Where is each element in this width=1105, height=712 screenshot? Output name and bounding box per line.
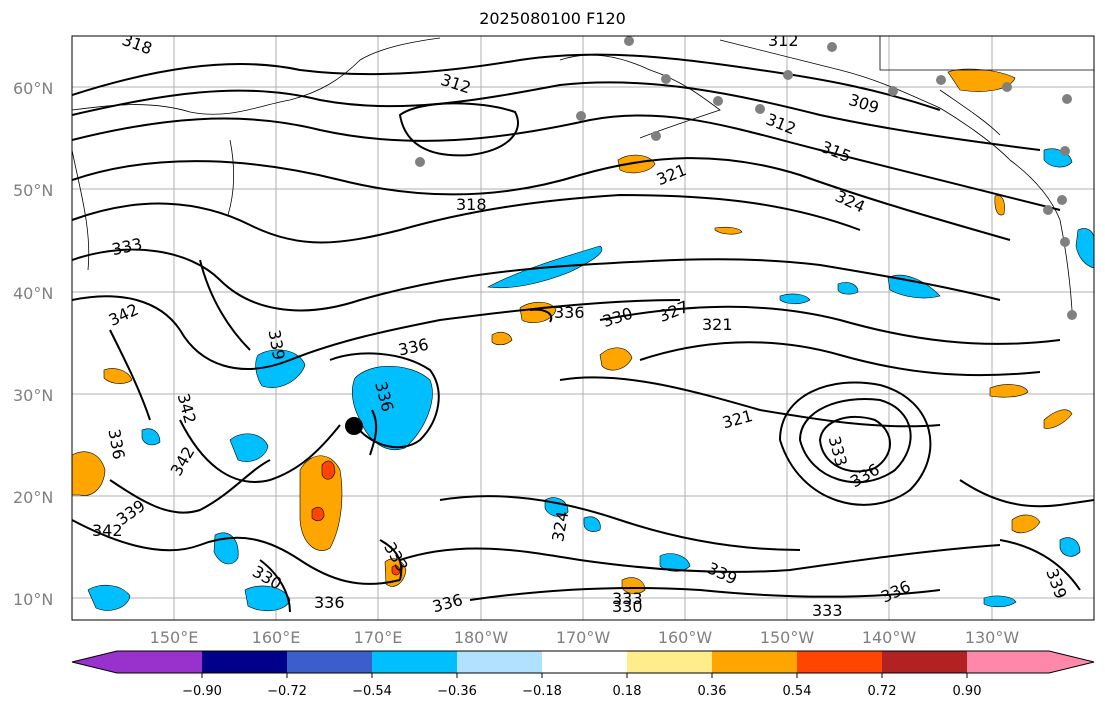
colorbar-tick-label: 0.90 xyxy=(953,684,982,699)
colorbar-segment xyxy=(542,651,627,673)
contour-label: 330 xyxy=(612,597,643,616)
colorbar-segment xyxy=(457,651,542,673)
lat-label: 10°N xyxy=(13,590,53,609)
lat-label: 50°N xyxy=(13,181,53,200)
contour-label: 312 xyxy=(768,31,799,50)
lon-label: 150°W xyxy=(760,628,815,647)
contour-label: 318 xyxy=(456,195,487,214)
lon-label: 180°W xyxy=(454,628,509,647)
lat-label: 60°N xyxy=(13,79,53,98)
contour-label: 333 xyxy=(612,589,643,608)
station-dots xyxy=(415,36,1077,320)
contour-label: 336 xyxy=(554,303,585,322)
contour-label: 336 xyxy=(314,593,345,612)
longitude-labels: 150°E 160°E 170°E 180°W 170°W 160°W 150°… xyxy=(150,628,1020,647)
latitude-labels: 60°N 50°N 40°N 30°N 20°N 10°N xyxy=(13,79,53,609)
lon-label: 170°W xyxy=(556,628,611,647)
coastlines xyxy=(72,36,1094,311)
lat-label: 30°N xyxy=(13,386,53,405)
colorbar-segment xyxy=(797,651,882,673)
map-border xyxy=(71,35,1095,621)
lon-label: 150°E xyxy=(150,628,199,647)
colorbar-tick-label: 0.18 xyxy=(613,684,642,699)
anomaly-fills xyxy=(72,68,1094,612)
contour-lines xyxy=(72,53,1094,613)
colorbar-segment xyxy=(72,651,202,673)
colorbar-segment xyxy=(627,651,712,673)
contour-label: 321 xyxy=(702,315,733,334)
colorbar-tick-label: −0.90 xyxy=(182,684,222,699)
colorbar-segment xyxy=(967,651,1094,673)
colorbar-segment xyxy=(287,651,372,673)
colorbar-tick-label: −0.18 xyxy=(522,684,562,699)
colorbar-tick-label: 0.36 xyxy=(698,684,727,699)
colorbar-segment xyxy=(202,651,287,673)
map-title: 2025080100 F120 xyxy=(479,9,626,28)
contour-label: 333 xyxy=(812,601,843,620)
lon-label: 130°W xyxy=(965,628,1020,647)
colorbar-segment xyxy=(712,651,797,673)
lon-label: 160°E xyxy=(252,628,301,647)
lon-label: 140°W xyxy=(862,628,917,647)
colorbar-tick-label: −0.36 xyxy=(437,684,477,699)
colorbar-tick-label: −0.54 xyxy=(352,684,392,699)
colorbar-tick-label: −0.72 xyxy=(267,684,307,699)
colorbar-tick-label: 0.54 xyxy=(783,684,812,699)
gridlines xyxy=(72,36,1094,620)
contour-label: 342 xyxy=(92,521,123,540)
colorbar: −0.90 −0.72 −0.54 −0.36 −0.18 0.18 0.36 … xyxy=(71,650,1095,699)
colorbar-segment xyxy=(372,651,457,673)
colorbar-segment xyxy=(882,651,967,673)
lon-label: 160°W xyxy=(658,628,713,647)
lat-label: 40°N xyxy=(13,284,53,303)
storm-center-marker xyxy=(345,417,363,435)
lat-label: 20°N xyxy=(13,488,53,507)
colorbar-outline xyxy=(71,650,1095,674)
lon-label: 170°E xyxy=(354,628,403,647)
colorbar-tick-label: 0.72 xyxy=(868,684,897,699)
